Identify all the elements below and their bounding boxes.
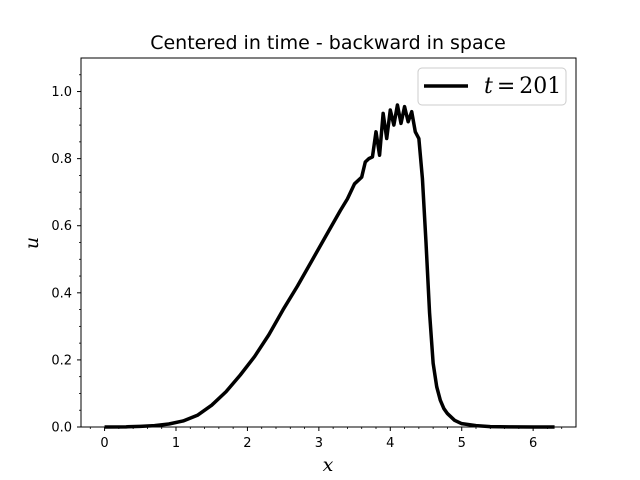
y-tick-label-5: 1.0	[51, 85, 72, 100]
x-tick-label-2: 2	[243, 436, 251, 451]
x-tick-label-4: 4	[386, 436, 394, 451]
y-tick-label-3: 0.6	[51, 219, 72, 234]
y-tick-label-0: 0.0	[51, 421, 72, 436]
y-tick-label-4: 0.8	[51, 152, 72, 167]
legend-label: t = 201	[484, 74, 561, 99]
x-tick-label-5: 5	[458, 436, 466, 451]
legend-box	[417, 67, 567, 106]
axes-frame	[80, 57, 577, 428]
x-tick-label-0: 0	[100, 436, 108, 451]
x-tick-label-1: 1	[172, 436, 180, 451]
legend: t = 201	[417, 67, 567, 106]
chart-title: Centered in time - backward in space	[150, 32, 506, 54]
y-tick-label-2: 0.4	[51, 286, 72, 301]
plot-area: 0 1 2 3 4 5 6 0.0 0.2 0.4 0.6 0.8 1.0	[51, 57, 577, 451]
series-line-0	[104, 103, 555, 429]
y-tick-label-1: 0.2	[51, 353, 72, 368]
x-axis-title: x	[323, 454, 334, 476]
x-tick-label-3: 3	[315, 436, 323, 451]
y-axis-title: u	[21, 237, 43, 249]
x-tick-label-6: 6	[529, 436, 537, 451]
